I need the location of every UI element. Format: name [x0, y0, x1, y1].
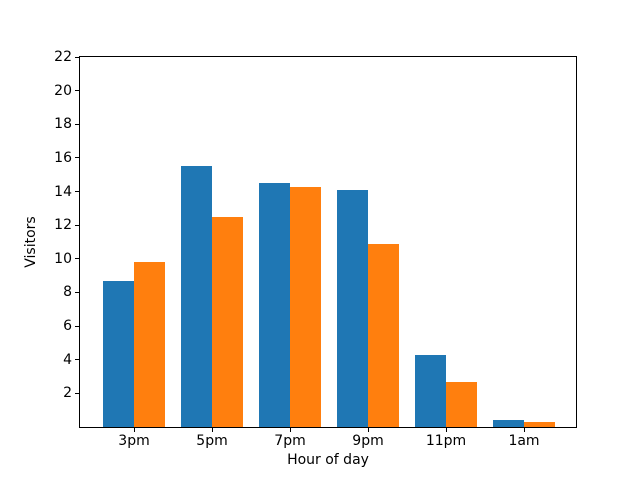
x-tick-mark	[368, 428, 369, 432]
y-tick-label: 14	[54, 183, 72, 200]
bar-3pm-blue-series	[103, 280, 134, 427]
y-tick-mark	[75, 258, 79, 260]
x-tick-mark	[290, 428, 291, 432]
plot-area	[79, 56, 577, 428]
bar-7pm-orange-series	[290, 186, 321, 427]
bar-1am-orange-series	[524, 421, 555, 427]
bar-3pm-orange-series	[134, 262, 165, 427]
y-tick-mark	[75, 291, 79, 293]
x-tick-label: 11pm	[425, 433, 467, 449]
x-axis-label: Hour of day	[287, 452, 369, 468]
y-tick-mark	[75, 224, 79, 226]
x-tick-label: 5pm	[196, 433, 228, 449]
x-tick-label: 3pm	[118, 433, 150, 449]
bar-5pm-orange-series	[212, 216, 243, 427]
y-tick-label: 18	[54, 116, 72, 133]
bar-11pm-blue-series	[415, 354, 446, 427]
bar-7pm-blue-series	[259, 183, 290, 427]
x-tick-mark	[524, 428, 525, 432]
x-tick-mark	[134, 428, 135, 432]
y-tick-label: 22	[54, 49, 72, 65]
y-tick-mark	[75, 191, 79, 193]
y-tick-label: 4	[63, 351, 72, 368]
x-tick-mark	[212, 428, 213, 432]
x-tick-label: 1am	[508, 433, 540, 449]
y-tick-label: 2	[63, 385, 72, 402]
x-tick-mark	[446, 428, 447, 432]
bar-1am-blue-series	[493, 420, 524, 427]
y-tick-label: 6	[63, 318, 72, 335]
bar-5pm-blue-series	[181, 166, 212, 427]
y-tick-label: 10	[54, 250, 72, 267]
x-tick-label: 9pm	[352, 433, 384, 449]
y-tick-label: 12	[54, 217, 72, 234]
y-tick-mark	[75, 56, 79, 58]
y-tick-label: 16	[54, 149, 72, 166]
y-tick-mark	[75, 325, 79, 327]
bar-9pm-orange-series	[368, 243, 399, 427]
bar-11pm-orange-series	[446, 381, 477, 427]
y-tick-mark	[75, 359, 79, 361]
y-tick-mark	[75, 90, 79, 92]
bar-9pm-blue-series	[337, 189, 368, 427]
y-tick-mark	[75, 123, 79, 125]
y-tick-label: 20	[54, 82, 72, 99]
y-tick-label: 8	[63, 284, 72, 301]
x-tick-label: 7pm	[274, 433, 306, 449]
y-tick-mark	[75, 157, 79, 159]
y-tick-mark	[75, 392, 79, 394]
